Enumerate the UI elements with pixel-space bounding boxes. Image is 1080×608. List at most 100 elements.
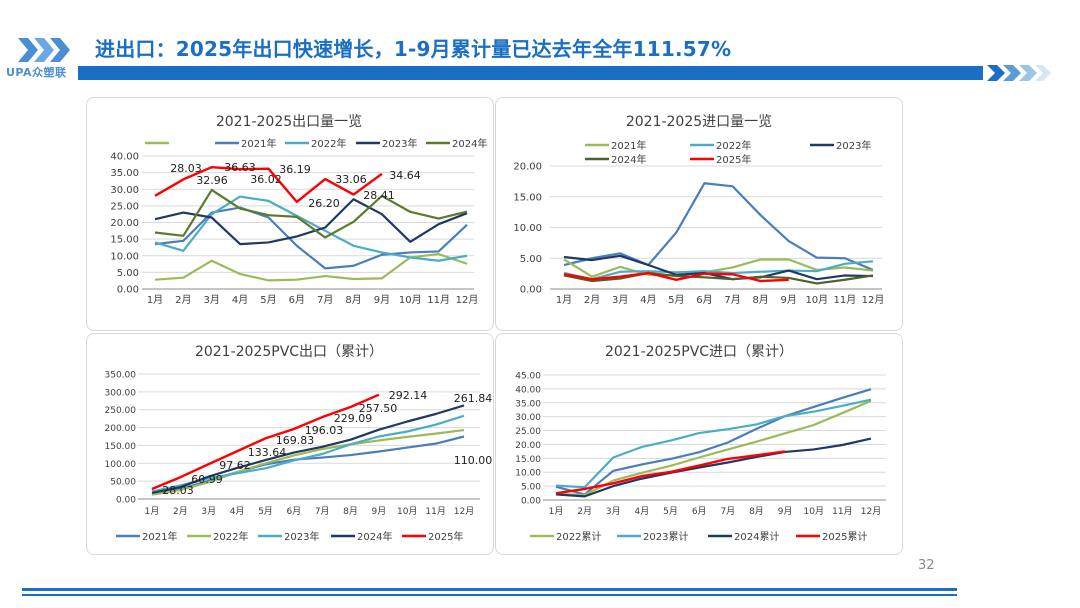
x-tick-label: 7月 [724, 294, 740, 306]
x-tick-label: 6月 [289, 294, 305, 306]
x-tick-label: 8月 [343, 506, 358, 517]
x-tick-label: 9月 [778, 506, 793, 517]
y-tick-label: 30.00 [515, 413, 541, 423]
legend-label: 2021年 [241, 137, 276, 150]
y-tick-label: 50.00 [110, 478, 136, 488]
x-tick-label: 5月 [663, 506, 678, 517]
legend-label: 2025年 [428, 530, 463, 543]
y-tick-label: 15.00 [515, 455, 541, 465]
legend-label: 2024累计 [734, 530, 779, 543]
data-label: 97.62 [219, 459, 251, 472]
series-line-unlabeled-0 [555, 388, 872, 496]
footer-line [22, 588, 957, 591]
legend-label: 2025年 [716, 153, 751, 166]
y-tick-label: 20.00 [110, 218, 139, 229]
x-tick-label: 3月 [201, 506, 216, 517]
series-line-2022年 [563, 260, 874, 281]
x-tick-label: 11月 [832, 506, 852, 517]
chevron-arrows-icon [987, 65, 1051, 81]
series-line-2022年 [151, 428, 465, 496]
logo-text: UPA众塑联 [6, 66, 67, 79]
x-tick-label: 12月 [861, 506, 881, 517]
chart-title: 2021-2025进口量一览 [626, 114, 772, 130]
x-tick-label: 3月 [204, 294, 220, 306]
chart-panel-export [86, 97, 494, 331]
legend-label: 2022累计 [556, 530, 601, 543]
y-tick-label: 0.00 [521, 497, 541, 507]
x-tick-label: 1月 [147, 294, 163, 306]
data-label: 261.84 [454, 392, 493, 405]
chart-title: 2021-2025PVC出口（累计） [195, 344, 383, 360]
y-tick-label: 200.00 [105, 424, 137, 434]
series-line-2022年 [154, 195, 468, 262]
legend-label: 2023年 [836, 139, 871, 152]
y-tick-label: 40.00 [110, 152, 139, 163]
data-label: 26.20 [308, 197, 340, 210]
x-tick-label: 10月 [805, 294, 828, 306]
series-line-2022累计 [555, 399, 872, 497]
legend-label: 2023年 [382, 137, 417, 150]
data-label: 28.41 [363, 189, 395, 202]
y-tick-label: 20.00 [515, 441, 541, 451]
series-line-2025年 [563, 271, 789, 283]
y-tick-label: 15.00 [110, 235, 139, 246]
x-tick-label: 4月 [232, 294, 248, 306]
x-tick-label: 9月 [372, 506, 387, 517]
y-tick-label: 10.00 [513, 223, 542, 234]
series-line-2023年 [151, 414, 465, 493]
y-tick-label: 5.00 [117, 268, 139, 279]
x-tick-label: 4月 [640, 294, 656, 306]
header-bar [78, 66, 983, 80]
x-tick-label: 6月 [692, 506, 707, 517]
series-line-2023累计 [555, 398, 872, 489]
legend-label: 2024年 [357, 530, 392, 543]
y-tick-label: 45.00 [515, 372, 541, 382]
logo-mark-icon [18, 38, 70, 62]
x-tick-label: 11月 [427, 294, 450, 306]
y-tick-label: 0.00 [116, 496, 136, 506]
y-tick-label: 150.00 [105, 442, 137, 452]
x-tick-label: 4月 [230, 506, 245, 517]
series-line-2023年 [154, 198, 468, 246]
legend-label: 2024年 [452, 137, 487, 150]
series-line-2024年 [151, 404, 465, 495]
series-line-2023年 [563, 254, 874, 281]
data-label: 34.64 [389, 169, 421, 182]
y-tick-label: 35.00 [110, 168, 139, 179]
x-tick-label: 6月 [286, 506, 301, 517]
y-tick-label: 20.00 [513, 162, 542, 173]
chart-title: 2021-2025出口量一览 [216, 114, 362, 130]
data-label: 133.64 [248, 446, 287, 459]
data-label: 36.63 [224, 161, 256, 174]
x-tick-label: 8月 [749, 506, 764, 517]
y-tick-label: 350.00 [105, 371, 137, 381]
footer-line-thin [22, 594, 957, 596]
legend-label: 2022年 [311, 137, 346, 150]
y-tick-label: 100.00 [105, 460, 137, 470]
x-tick-label: 5月 [668, 294, 684, 306]
y-tick-label: 35.00 [515, 399, 541, 409]
x-tick-label: 3月 [606, 506, 621, 517]
x-tick-label: 11月 [834, 294, 857, 306]
x-tick-label: 9月 [781, 294, 797, 306]
x-tick-label: 1月 [549, 506, 564, 517]
data-label: 110.00 [454, 454, 493, 467]
data-label: 32.96 [196, 174, 228, 187]
series-line-2024累计 [555, 437, 872, 498]
series-line-unlabeled-0 [154, 252, 468, 282]
legend-label: 2022年 [716, 139, 751, 152]
x-tick-label: 7月 [720, 506, 735, 517]
legend-label: 2025累计 [822, 530, 867, 543]
chart-title: 2021-2025PVC进口（累计） [605, 344, 793, 360]
y-tick-label: 15.00 [513, 192, 542, 203]
legend-label: 2021年 [611, 139, 646, 152]
upa-logo [14, 36, 74, 82]
x-tick-label: 5月 [258, 506, 273, 517]
x-tick-label: 1月 [145, 506, 160, 517]
y-tick-label: 40.00 [515, 385, 541, 395]
x-tick-label: 7月 [317, 294, 333, 306]
y-tick-label: 10.00 [515, 469, 541, 479]
y-tick-label: 25.00 [110, 201, 139, 212]
